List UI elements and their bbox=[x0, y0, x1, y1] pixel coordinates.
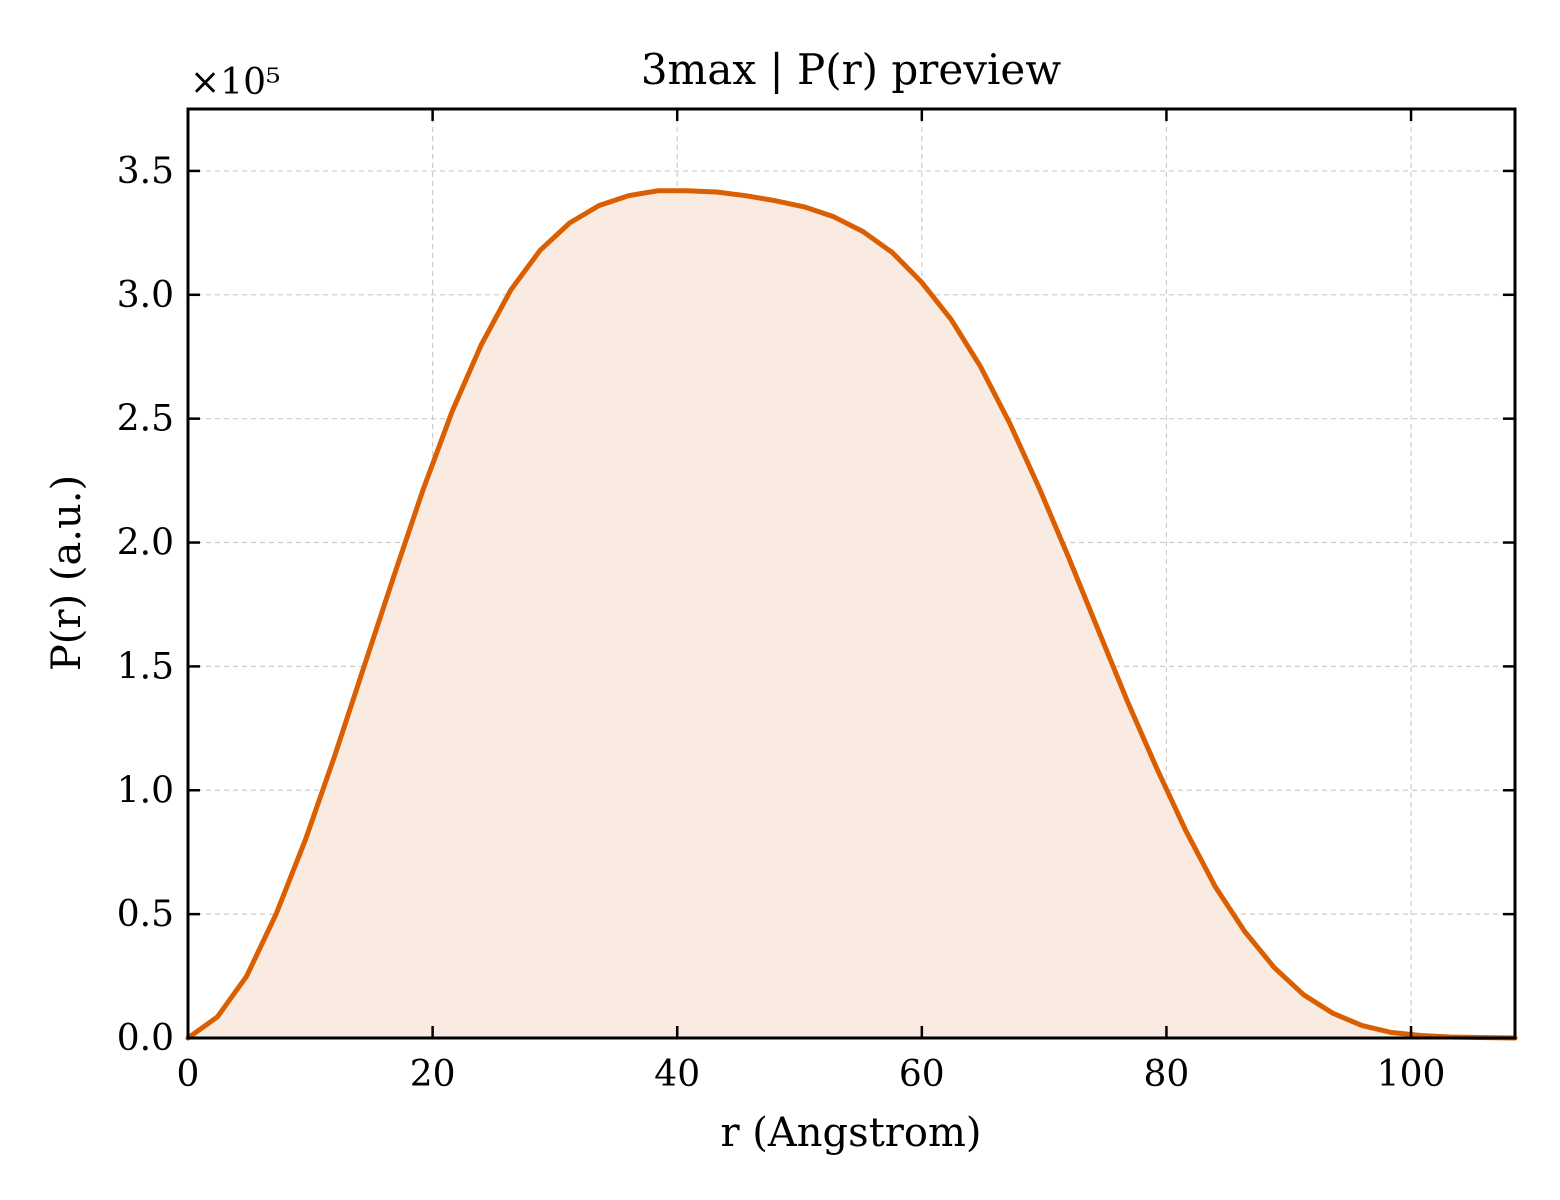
x-tick-label: 100 bbox=[1377, 1054, 1446, 1095]
series-line bbox=[185, 188, 1518, 1041]
y-multiplier-label: ×10⁵ bbox=[190, 62, 280, 103]
x-tick-label: 40 bbox=[654, 1054, 700, 1095]
series-area bbox=[188, 190, 1515, 1039]
x-axis-label: r (Angstrom) bbox=[720, 1110, 981, 1156]
x-tick-label: 80 bbox=[1144, 1054, 1190, 1095]
x-tick-label: 0 bbox=[177, 1054, 200, 1095]
y-tick-label: 2.0 bbox=[117, 523, 174, 564]
tick-labels: 0 20 40 60 80 100 0.0 0.5 1.0 1.5 2.0 2.5 3.0 3.5 bbox=[117, 151, 1446, 1095]
x-tick-label: 20 bbox=[410, 1054, 456, 1095]
plot-area bbox=[185, 188, 1518, 1041]
chart-title: 3max | P(r) preview bbox=[641, 45, 1061, 94]
y-tick-label: 2.5 bbox=[117, 399, 174, 440]
axes-frame bbox=[186, 107, 1517, 1040]
y-tick-label: 1.0 bbox=[117, 770, 174, 811]
y-tick-label: 0.5 bbox=[117, 894, 174, 935]
x-tick-label: 60 bbox=[899, 1054, 945, 1095]
y-tick-label: 1.5 bbox=[117, 646, 174, 687]
y-tick-label: 0.0 bbox=[117, 1018, 174, 1059]
y-axis-label: P(r) (a.u.) bbox=[44, 475, 90, 671]
y-tick-label: 3.5 bbox=[117, 151, 174, 192]
y-tick-label: 3.0 bbox=[117, 275, 174, 316]
